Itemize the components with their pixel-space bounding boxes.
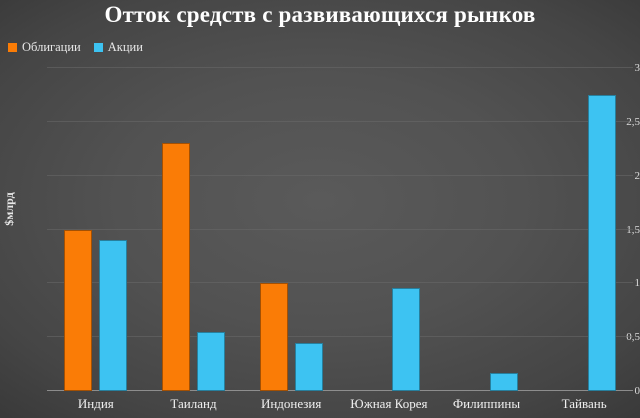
chart-title: Отток средств с развивающихся рынков (104, 2, 536, 27)
gridline (47, 336, 633, 338)
legend-label-stocks: Акции (107, 40, 143, 54)
legend-swatch-bonds (8, 43, 17, 52)
x-axis-tick-label: Филиппины (452, 396, 521, 411)
legend-item-bonds[interactable]: Облигации (8, 40, 81, 55)
bar-0-1[interactable] (162, 143, 190, 391)
bar-0-0[interactable] (64, 229, 93, 391)
y-axis-tick-label: 2 (634, 169, 640, 182)
x-axis-tick-label: Индия (77, 396, 114, 411)
gridline (47, 67, 633, 68)
y-axis-title: $млрд (2, 192, 16, 226)
bar-1-3[interactable] (392, 287, 421, 391)
y-axis-tick-label: 1,5 (626, 223, 640, 236)
y-axis-tick-label: 1 (634, 277, 640, 290)
y-axis-tick-label: 0,5 (626, 331, 640, 344)
gridline (47, 390, 633, 391)
y-axis-tick-label: 3 (634, 62, 640, 74)
x-axis-tick-label: Тайвань (561, 396, 607, 411)
bar-0-2[interactable] (259, 283, 288, 391)
bar-1-5[interactable] (587, 94, 616, 391)
gridline (47, 228, 633, 230)
gridline (47, 282, 633, 284)
chart-legend: Облигации Акции (8, 40, 143, 55)
x-axis-tick-label: Таиланд (170, 396, 217, 411)
bar-1-4[interactable] (490, 372, 518, 391)
bar-1-1[interactable] (197, 331, 225, 391)
legend-item-stocks[interactable]: Акции (93, 40, 143, 55)
y-axis-tick-label: 0 (634, 385, 640, 397)
plot-area (47, 67, 633, 391)
y-axis-tick-label: 2,5 (626, 115, 640, 128)
bar-1-2[interactable] (294, 342, 323, 391)
bar-1-0[interactable] (99, 240, 128, 391)
gridline (47, 174, 633, 176)
x-axis-tick-label: Южная Корея (350, 396, 428, 411)
legend-label-bonds: Облигации (22, 40, 81, 54)
x-axis-tick-label: Индонезия (260, 396, 322, 411)
legend-swatch-stocks (93, 43, 103, 52)
gridline (47, 120, 633, 122)
